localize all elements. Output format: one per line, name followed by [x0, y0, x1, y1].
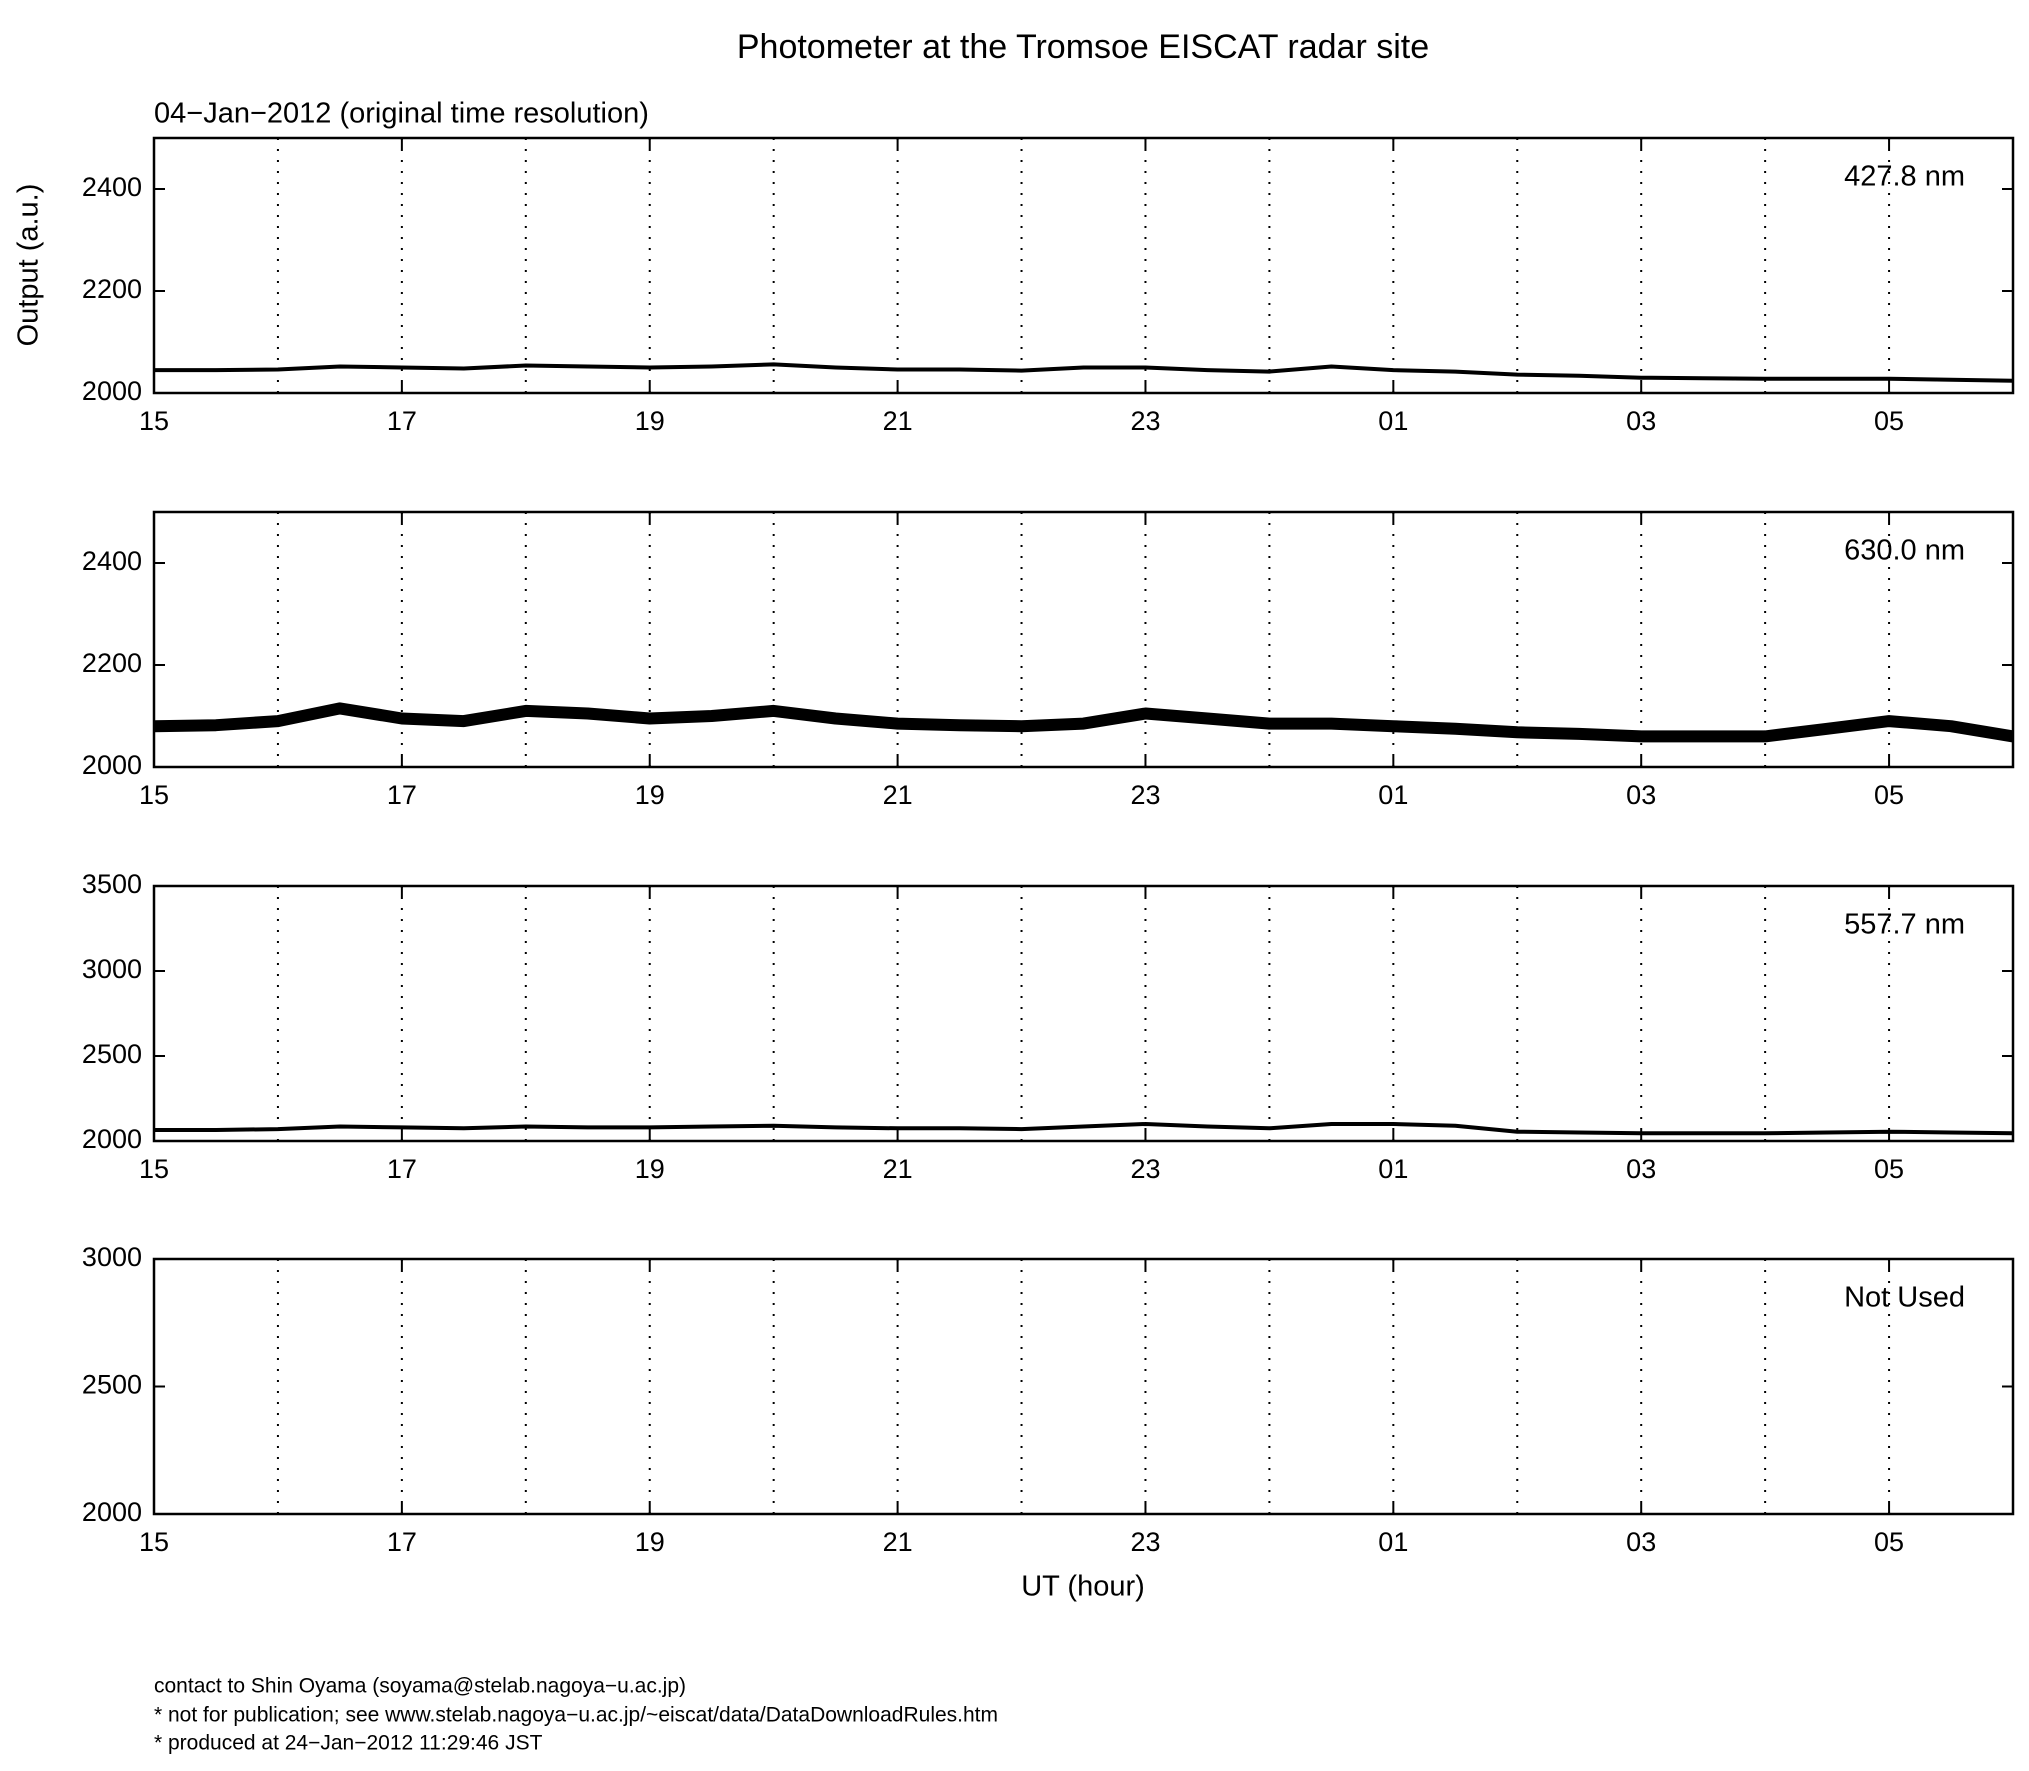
- x-tick-label: 17: [387, 406, 417, 436]
- x-tick-label: 01: [1378, 406, 1408, 436]
- y-tick-label: 3000: [82, 954, 142, 984]
- x-tick-label: 21: [883, 1527, 913, 1557]
- x-tick-label: 23: [1130, 1154, 1160, 1184]
- x-axis-label: UT (hour): [1021, 1571, 1145, 1603]
- x-tick-label: 03: [1626, 780, 1656, 810]
- y-tick-label: 2200: [82, 648, 142, 678]
- y-tick-label: 2000: [82, 1497, 142, 1527]
- y-tick-label: 2400: [82, 172, 142, 202]
- x-tick-label: 05: [1874, 406, 1904, 436]
- y-tick-label: 2400: [82, 546, 142, 576]
- plot-frame: [152, 136, 2015, 395]
- x-tick-label: 23: [1130, 1527, 1160, 1557]
- x-tick-label: 01: [1378, 1527, 1408, 1557]
- y-tick-label: 2000: [82, 1124, 142, 1154]
- x-tick-label: 01: [1378, 1154, 1408, 1184]
- x-tick-label: 15: [139, 1154, 169, 1184]
- data-line: [153, 702, 2014, 743]
- footer-line: contact to Shin Oyama (soyama@stelab.nag…: [154, 1675, 686, 1698]
- x-tick-label: 01: [1378, 780, 1408, 810]
- x-tick-label: 19: [635, 780, 665, 810]
- y-tick-label: 3500: [82, 869, 142, 899]
- x-tick-label: 15: [139, 780, 169, 810]
- plot-frame: [152, 884, 2015, 1143]
- x-tick-label: 15: [139, 406, 169, 436]
- plot-frame: [152, 510, 2015, 769]
- x-tick-label: 17: [387, 1154, 417, 1184]
- x-tick-label: 05: [1874, 780, 1904, 810]
- panel-label: Not Used: [1844, 1282, 1965, 1314]
- plot-frame: [152, 1257, 2015, 1516]
- x-tick-label: 03: [1626, 1527, 1656, 1557]
- y-tick-label: 2000: [82, 376, 142, 406]
- x-tick-label: 05: [1874, 1154, 1904, 1184]
- panel-label: 427.8 nm: [1844, 161, 1965, 193]
- y-axis-label: Output (a.u.): [13, 184, 45, 347]
- x-tick-label: 21: [883, 406, 913, 436]
- x-tick-label: 23: [1130, 406, 1160, 436]
- x-tick-label: 21: [883, 780, 913, 810]
- x-tick-label: 21: [883, 1154, 913, 1184]
- panel-label: 557.7 nm: [1844, 909, 1965, 941]
- panel-label: 630.0 nm: [1844, 535, 1965, 567]
- y-tick-label: 2000: [82, 750, 142, 780]
- x-tick-label: 03: [1626, 406, 1656, 436]
- y-tick-label: 3000: [82, 1242, 142, 1272]
- figure-title: Photometer at the Tromsoe EISCAT radar s…: [737, 28, 1429, 66]
- x-tick-label: 17: [387, 1527, 417, 1557]
- x-tick-label: 03: [1626, 1154, 1656, 1184]
- y-tick-label: 2500: [82, 1370, 142, 1400]
- x-tick-label: 17: [387, 780, 417, 810]
- x-tick-label: 19: [635, 1527, 665, 1557]
- y-tick-label: 2200: [82, 274, 142, 304]
- x-tick-label: 05: [1874, 1527, 1904, 1557]
- x-tick-label: 19: [635, 406, 665, 436]
- footer-line: * produced at 24−Jan−2012 11:29:46 JST: [154, 1732, 543, 1755]
- x-tick-label: 23: [1130, 780, 1160, 810]
- subtitle: 04−Jan−2012 (original time resolution): [154, 98, 649, 130]
- data-line: [154, 1122, 2014, 1136]
- x-tick-label: 15: [139, 1527, 169, 1557]
- y-tick-label: 2500: [82, 1039, 142, 1069]
- x-tick-label: 19: [635, 1154, 665, 1184]
- data-line: [154, 362, 2014, 383]
- footer-line: * not for publication; see www.stelab.na…: [154, 1704, 998, 1727]
